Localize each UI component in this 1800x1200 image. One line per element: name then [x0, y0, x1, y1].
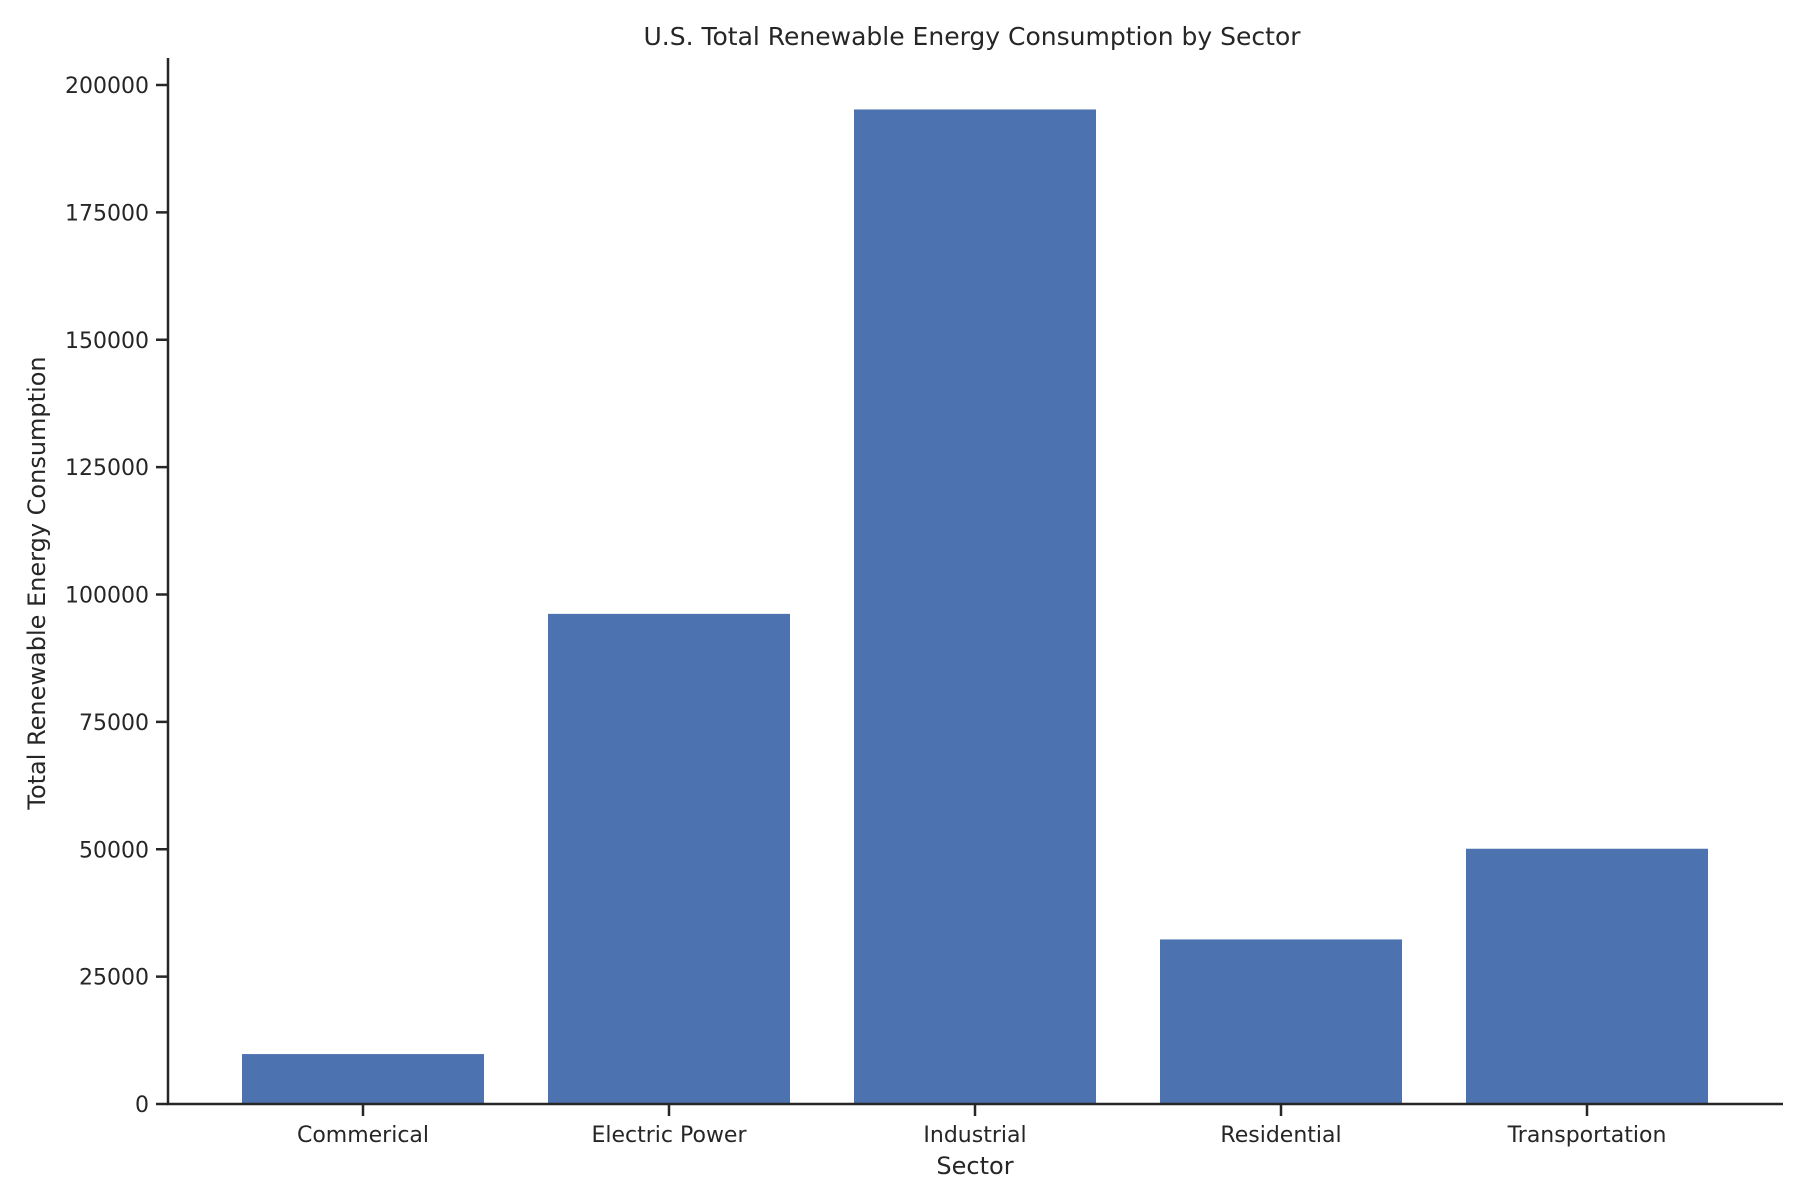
bars-group — [242, 109, 1708, 1105]
bar-transportation — [1466, 848, 1708, 1104]
chart-title: U.S. Total Renewable Energy Consumption … — [643, 22, 1301, 51]
x-axis-ticks: Commerical Electric Power Industrial Reside… — [297, 1104, 1666, 1148]
y-tick-label: 25000 — [79, 966, 149, 991]
bar-residential — [1160, 939, 1402, 1104]
x-tick-label: Electric Power — [591, 1123, 747, 1148]
y-tick-label: 125000 — [65, 456, 149, 481]
y-axis-label: Total Renewable Energy Consumption — [23, 356, 51, 810]
y-tick-label: 175000 — [65, 201, 149, 226]
y-tick-label: 200000 — [65, 74, 149, 99]
x-tick-label: Commerical — [297, 1123, 429, 1148]
y-tick-label: 50000 — [79, 838, 149, 863]
y-tick-label: 75000 — [79, 711, 149, 736]
x-axis-label: Sector — [936, 1152, 1013, 1180]
y-tick-label: 0 — [135, 1093, 149, 1118]
y-tick-label: 150000 — [65, 329, 149, 354]
y-tick-label: 100000 — [65, 584, 149, 609]
y-axis-ticks: 0 25000 50000 75000 100000 125000 150000 175000… — [65, 74, 168, 1118]
x-tick-label: Industrial — [923, 1123, 1026, 1148]
bar-electric-power — [548, 613, 790, 1104]
bar-commerical — [242, 1054, 484, 1104]
x-tick-label: Residential — [1220, 1123, 1341, 1148]
x-tick-label: Transportation — [1507, 1123, 1667, 1148]
bar-industrial — [854, 109, 1096, 1105]
